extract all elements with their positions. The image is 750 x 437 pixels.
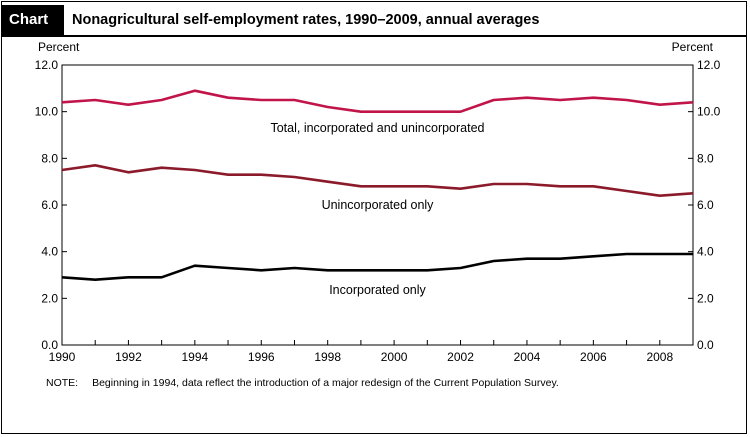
y-tick-label-right: 2.0 xyxy=(697,291,714,305)
x-tick-label: 2002 xyxy=(447,350,474,364)
series-label-3: Incorporated only xyxy=(329,283,426,297)
x-tick-label: 2000 xyxy=(381,350,408,364)
y-axis-label-right: Percent xyxy=(672,40,714,54)
y-tick-label-right: 8.0 xyxy=(697,151,714,165)
series-line-3 xyxy=(61,252,693,282)
y-tick-label-right: 12.0 xyxy=(697,58,721,72)
chart-header: Chart 1. Nonagricultural self-employment… xyxy=(2,2,746,58)
x-tick-label: 1998 xyxy=(314,350,341,364)
y-tick-label-left: 10.0 xyxy=(35,105,59,119)
chart-title: Nonagricultural self-employment rates, 1… xyxy=(72,12,540,28)
chart-number-label: Chart 1. xyxy=(2,5,64,58)
y-tick-label-left: 4.0 xyxy=(41,245,58,259)
y-tick-label-left: 8.0 xyxy=(41,151,58,165)
y-tick-label-right: 10.0 xyxy=(697,105,721,119)
y-tick-label-left: 0.0 xyxy=(41,338,58,352)
y-tick-label-right: 6.0 xyxy=(697,198,714,212)
x-tick-label: 1990 xyxy=(49,350,76,364)
x-tick-label: 1992 xyxy=(115,350,142,364)
x-tick-label: 2008 xyxy=(646,350,673,364)
y-axis-label-left: Percent xyxy=(38,40,80,54)
series-label-2: Unincorporated only xyxy=(322,198,435,212)
note-label: NOTE: xyxy=(46,377,79,389)
x-tick-label: 2004 xyxy=(514,350,541,364)
plot-area: 0.0 0.0 2.0 2.0 4.0 4.0 6.0 6.0 8.0 8.0 10.0 10.0 12… xyxy=(35,58,721,364)
y-tick-label-left: 2.0 xyxy=(41,291,58,305)
series-line-2 xyxy=(61,164,694,197)
x-tick-label: 1994 xyxy=(181,350,208,364)
y-tick-label-right: 4.0 xyxy=(697,245,714,259)
x-tick-label: 2006 xyxy=(580,350,607,364)
series-line-1 xyxy=(61,89,694,113)
note-text: Beginning in 1994, data reflect the intr… xyxy=(92,377,559,389)
y-tick-label-left: 6.0 xyxy=(41,198,58,212)
y-tick-label-right: 0.0 xyxy=(697,338,714,352)
chart-note: NOTE: Beginning in 1994, data reflect the… xyxy=(46,377,559,389)
x-tick-label: 1996 xyxy=(248,350,275,364)
header-divider xyxy=(2,35,746,37)
series-label-1: Total, incorporated and unincorporated xyxy=(270,121,484,135)
y-tick-label-left: 12.0 xyxy=(35,58,59,72)
